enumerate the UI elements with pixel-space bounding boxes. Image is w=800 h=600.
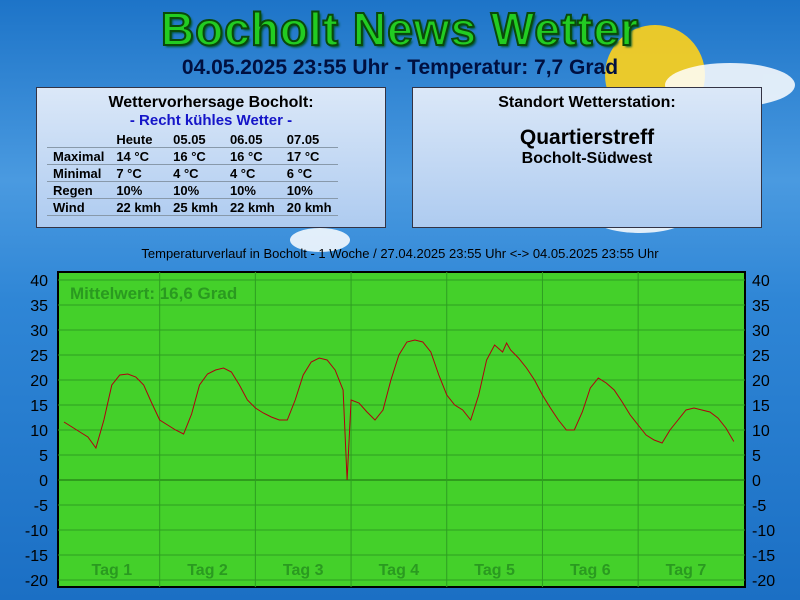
table-cell: 4 °C	[223, 164, 281, 182]
temperature-line	[63, 339, 735, 481]
table-cell: 20 kmh	[280, 198, 338, 216]
y-tick-label: 35	[30, 298, 48, 315]
chart-title: Temperaturverlauf in Bocholt - 1 Woche /…	[141, 246, 659, 261]
table-cell: 22 kmh	[110, 198, 168, 216]
table-row: Wind 22 kmh 25 kmh 22 kmh 20 kmh	[47, 198, 338, 216]
page-subtitle: 04.05.2025 23:55 Uhr - Temperatur: 7,7 G…	[181, 56, 619, 79]
y2-tick-label: 40	[752, 273, 770, 290]
table-cell: 17 °C	[280, 147, 338, 165]
table-cell: 16 °C	[167, 147, 224, 165]
x-tick-label: Tag 3	[283, 562, 324, 579]
y2-tick-label: 0	[752, 473, 761, 490]
forecast-panel: Wettervorhersage Bocholt: - Recht kühles…	[36, 87, 386, 228]
station-panel: Standort Wetterstation: Quartierstreff B…	[412, 87, 762, 228]
table-cell: 14 °C	[110, 147, 168, 165]
table-cell: 10%	[110, 181, 168, 199]
y2-tick-label: 10	[752, 423, 770, 440]
y-tick-label: -15	[25, 548, 48, 565]
table-cell: 7 °C	[110, 164, 168, 182]
x-tick-label: Tag 6	[570, 562, 611, 579]
y-tick-label: -10	[25, 523, 48, 540]
forecast-table: Heute 05.05 06.05 07.05 Maximal 14 °C 16 °C 16 …	[47, 131, 338, 216]
column-header: Heute	[110, 131, 168, 148]
y2-tick-label: 15	[752, 398, 770, 415]
y2-tick-label: -20	[752, 573, 775, 590]
table-row: Heute 05.05 06.05 07.05	[47, 131, 338, 148]
table-row: Regen 10% 10% 10% 10%	[47, 181, 338, 199]
y-tick-label: 0	[39, 473, 48, 490]
y2-tick-label: -15	[752, 548, 775, 565]
table-cell: 16 °C	[223, 147, 281, 165]
y-tick-label: 30	[30, 323, 48, 340]
page-title: Bocholt News Wetter	[160, 2, 640, 56]
y2-tick-label: -5	[752, 498, 766, 515]
table-cell: 10%	[280, 181, 338, 199]
station-name: Quartierstreff	[519, 126, 655, 149]
row-header: Minimal	[47, 164, 111, 182]
station-title: Standort Wetterstation:	[498, 94, 676, 111]
y2-tick-label: -10	[752, 523, 775, 540]
table-cell: 10%	[223, 181, 281, 199]
x-tick-label: Tag 1	[92, 562, 133, 579]
x-tick-label: Tag 5	[474, 562, 515, 579]
y-tick-label: -5	[34, 498, 48, 515]
column-header: 06.05	[223, 131, 281, 148]
table-cell: 22 kmh	[223, 198, 281, 216]
table-cell: 4 °C	[167, 164, 224, 182]
table-cell: 10%	[167, 181, 224, 199]
x-tick-label: Tag 2	[187, 562, 228, 579]
y-tick-label: 10	[30, 423, 48, 440]
y-tick-label: -20	[25, 573, 48, 590]
x-tick-label: Tag 7	[666, 562, 707, 579]
column-header: 05.05	[167, 131, 224, 148]
y2-tick-label: 5	[752, 448, 761, 465]
row-header: Wind	[47, 198, 111, 216]
row-header: Regen	[47, 181, 111, 199]
table-cell: 25 kmh	[167, 198, 224, 216]
y2-tick-label: 25	[752, 348, 770, 365]
forecast-title: Wettervorhersage Bocholt:	[108, 94, 314, 111]
y2-tick-label: 35	[752, 298, 770, 315]
column-header: 07.05	[280, 131, 338, 148]
station-location: Bocholt-Südwest	[521, 150, 653, 167]
corner-cell	[47, 131, 111, 148]
table-cell: 6 °C	[280, 164, 338, 182]
table-row: Maximal 14 °C 16 °C 16 °C 17 °C	[47, 147, 338, 165]
table-row: Minimal 7 °C 4 °C 4 °C 6 °C	[47, 164, 338, 182]
y-tick-label: 40	[30, 273, 48, 290]
y-tick-label: 20	[30, 373, 48, 390]
y-tick-label: 25	[30, 348, 48, 365]
forecast-subtitle: - Recht kühles Wetter -	[129, 112, 293, 129]
annotation: Mittelwert: 16,6 Grad	[70, 284, 237, 303]
y2-tick-label: 30	[752, 323, 770, 340]
y-tick-label: 5	[39, 448, 48, 465]
row-header: Maximal	[47, 147, 111, 165]
x-tick-label: Tag 4	[379, 562, 420, 579]
y-tick-label: 15	[30, 398, 48, 415]
y2-tick-label: 20	[752, 373, 770, 390]
